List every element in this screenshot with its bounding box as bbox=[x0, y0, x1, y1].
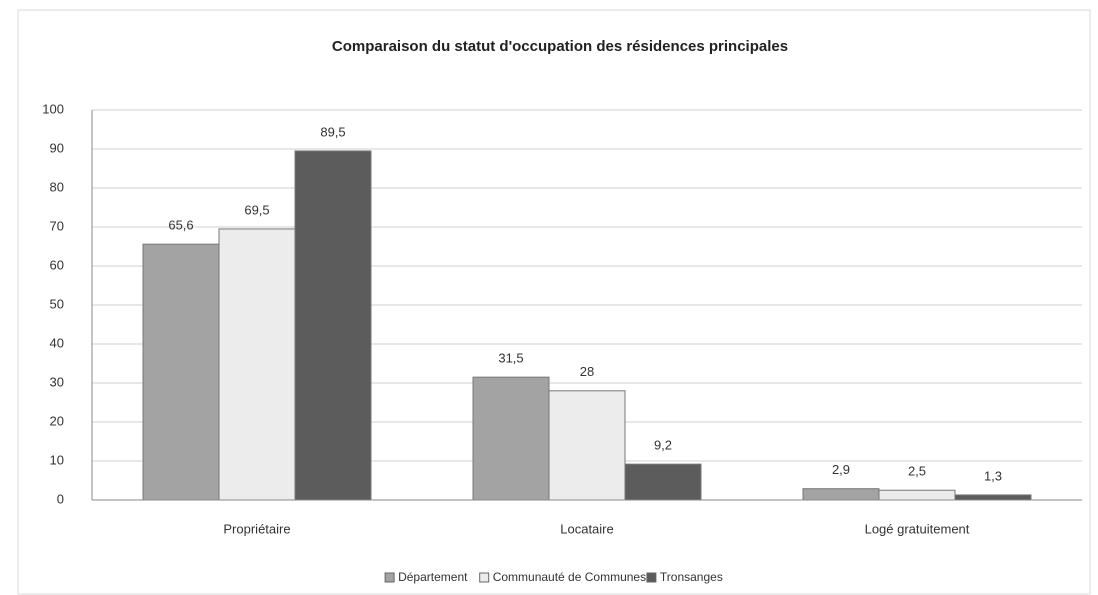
legend-label: Communauté de Communes bbox=[493, 570, 646, 584]
x-tick-label: Locataire bbox=[560, 521, 613, 536]
value-label: 65,6 bbox=[168, 218, 193, 233]
y-tick-label: 80 bbox=[50, 179, 64, 194]
value-label: 9,2 bbox=[654, 438, 672, 453]
value-label: 2,5 bbox=[908, 464, 926, 479]
y-tick-label: 100 bbox=[42, 101, 64, 116]
legend-label: Tronsanges bbox=[660, 570, 723, 584]
y-tick-label: 70 bbox=[50, 218, 64, 233]
y-tick-label: 30 bbox=[50, 374, 64, 389]
value-label: 69,5 bbox=[244, 202, 269, 217]
value-label: 28 bbox=[580, 364, 594, 379]
bar bbox=[548, 390, 626, 501]
legend-swatch bbox=[384, 572, 395, 583]
legend-swatch bbox=[646, 572, 657, 583]
legend-swatch bbox=[479, 572, 490, 583]
y-tick-label: 20 bbox=[50, 413, 64, 428]
bar bbox=[472, 376, 550, 501]
bar bbox=[802, 488, 880, 501]
bar bbox=[954, 494, 1032, 501]
y-tick-label: 50 bbox=[50, 296, 64, 311]
bar bbox=[218, 228, 296, 501]
chart-title: Comparaison du statut d'occupation des r… bbox=[332, 38, 788, 55]
value-label: 89,5 bbox=[320, 124, 345, 139]
bar bbox=[624, 463, 702, 501]
bar bbox=[142, 243, 220, 501]
value-label: 1,3 bbox=[984, 468, 1002, 483]
y-tick-label: 60 bbox=[50, 257, 64, 272]
x-tick-label: Propriétaire bbox=[223, 521, 290, 536]
y-tick-label: 90 bbox=[50, 140, 64, 155]
legend-label: Département bbox=[398, 570, 468, 584]
x-tick-label: Logé gratuitement bbox=[865, 521, 970, 536]
y-tick-label: 40 bbox=[50, 335, 64, 350]
bar bbox=[878, 489, 956, 501]
y-tick-label: 0 bbox=[57, 491, 64, 506]
y-tick-label: 10 bbox=[50, 452, 64, 467]
value-label: 31,5 bbox=[498, 351, 523, 366]
value-label: 2,9 bbox=[832, 462, 850, 477]
bar bbox=[294, 150, 372, 501]
